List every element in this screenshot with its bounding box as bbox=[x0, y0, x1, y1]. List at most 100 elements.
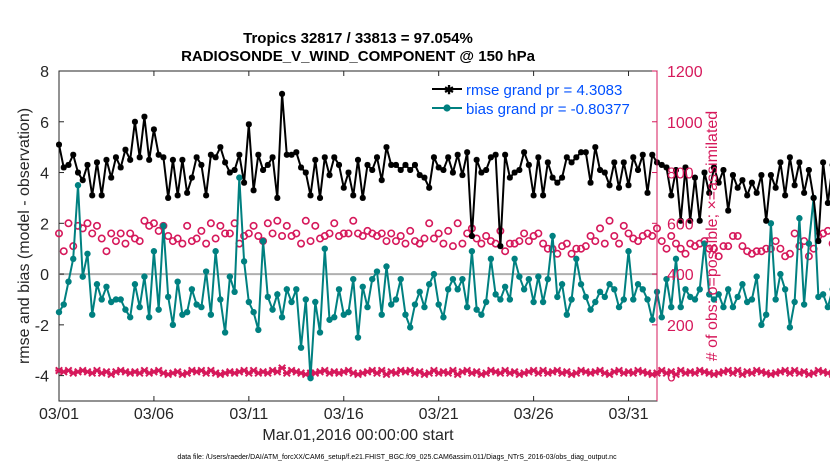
bias-point bbox=[724, 286, 732, 293]
legend-star-icon: ✱ bbox=[444, 83, 454, 97]
bias-point bbox=[212, 248, 219, 255]
possible-marker bbox=[135, 237, 144, 246]
bias-point bbox=[430, 270, 438, 278]
chart-title: Tropics 32817 / 33813 = 97.054% bbox=[243, 30, 473, 47]
bias-point bbox=[221, 329, 229, 336]
possible-marker bbox=[297, 239, 306, 248]
possible-marker bbox=[358, 232, 367, 241]
rmse-point bbox=[464, 149, 471, 156]
possible-marker bbox=[505, 239, 514, 248]
bias-point bbox=[501, 283, 509, 290]
possible-marker bbox=[539, 239, 548, 248]
rmse-point bbox=[820, 159, 827, 166]
possible-marker bbox=[197, 226, 206, 235]
bias-point bbox=[710, 296, 718, 303]
rmse-point bbox=[587, 179, 594, 186]
rmse-point bbox=[734, 184, 741, 191]
bias-point bbox=[397, 275, 404, 283]
rmse-point bbox=[810, 194, 817, 201]
rmse-point bbox=[326, 172, 333, 179]
possible-marker bbox=[282, 221, 291, 230]
y-tick-label: 2 bbox=[40, 216, 49, 233]
bias-point bbox=[383, 263, 390, 270]
bias-point bbox=[202, 268, 210, 275]
bias-point bbox=[89, 311, 96, 318]
bias-point bbox=[402, 311, 409, 318]
bias-point bbox=[644, 296, 651, 303]
bias-point bbox=[478, 311, 485, 318]
rmse-point bbox=[392, 161, 399, 168]
rmse-point bbox=[136, 154, 143, 161]
rmse-point bbox=[264, 161, 271, 168]
rmse-point bbox=[79, 177, 86, 184]
bias-point bbox=[136, 303, 143, 311]
possible-marker bbox=[406, 226, 415, 235]
bias-point bbox=[549, 232, 556, 240]
rmse-point bbox=[131, 118, 138, 125]
possible-marker bbox=[728, 232, 737, 241]
bias-point bbox=[620, 296, 627, 303]
possible-marker bbox=[83, 219, 92, 228]
bias-point bbox=[274, 291, 281, 298]
rmse-point bbox=[511, 169, 518, 176]
rmse-point bbox=[487, 154, 494, 161]
x-tick-label: 03/01 bbox=[39, 406, 79, 423]
rmse-point bbox=[421, 174, 428, 181]
possible-marker bbox=[567, 249, 576, 258]
rmse-point bbox=[373, 154, 380, 161]
possible-marker bbox=[482, 232, 491, 241]
bias-point bbox=[468, 248, 476, 255]
bias-point bbox=[577, 281, 585, 288]
rmse-point bbox=[449, 169, 456, 176]
bias-point bbox=[511, 255, 518, 263]
bias-point bbox=[112, 296, 120, 303]
bias-point bbox=[672, 255, 680, 263]
possible-marker bbox=[311, 221, 320, 230]
bias-point bbox=[240, 258, 248, 265]
possible-marker bbox=[54, 229, 63, 238]
rmse-point bbox=[146, 156, 153, 163]
bias-point bbox=[630, 296, 637, 303]
rmse-point bbox=[459, 172, 466, 179]
possible-marker bbox=[330, 219, 339, 228]
bias-point bbox=[625, 248, 632, 255]
bias-point bbox=[269, 306, 276, 313]
possible-marker bbox=[391, 237, 400, 246]
rmse-point bbox=[269, 154, 276, 161]
possible-marker bbox=[615, 239, 624, 248]
bias-point bbox=[188, 286, 196, 293]
rmse-point bbox=[274, 194, 281, 201]
rmse-point bbox=[127, 156, 134, 163]
rmse-point bbox=[696, 217, 703, 224]
bias-point bbox=[682, 286, 689, 293]
legend-circle-icon bbox=[443, 104, 451, 112]
bias-point bbox=[302, 296, 309, 303]
possible-marker bbox=[434, 229, 443, 238]
rmse-point bbox=[340, 184, 347, 191]
bias-point bbox=[283, 286, 291, 293]
rmse-point bbox=[691, 174, 698, 181]
bias-point bbox=[677, 303, 684, 311]
bias-point bbox=[307, 374, 314, 382]
bias-point bbox=[634, 281, 642, 288]
possible-marker bbox=[520, 229, 529, 238]
bias-point bbox=[435, 301, 442, 308]
possible-marker bbox=[766, 244, 775, 253]
rmse-point bbox=[174, 192, 181, 199]
rmse-point bbox=[611, 159, 618, 166]
bias-point bbox=[819, 291, 827, 298]
rmse-point bbox=[70, 151, 77, 158]
bias-point bbox=[70, 255, 77, 263]
bias-point bbox=[297, 344, 305, 351]
rmse-point bbox=[369, 167, 376, 173]
possible-marker bbox=[149, 219, 158, 228]
rmse-point bbox=[108, 174, 115, 181]
rmse-point bbox=[331, 154, 338, 161]
rmse-point bbox=[554, 179, 561, 186]
rmse-point bbox=[568, 159, 575, 166]
possible-marker bbox=[795, 242, 804, 251]
rmse-point bbox=[56, 141, 62, 148]
possible-marker bbox=[657, 237, 666, 246]
bias-point bbox=[582, 293, 590, 301]
